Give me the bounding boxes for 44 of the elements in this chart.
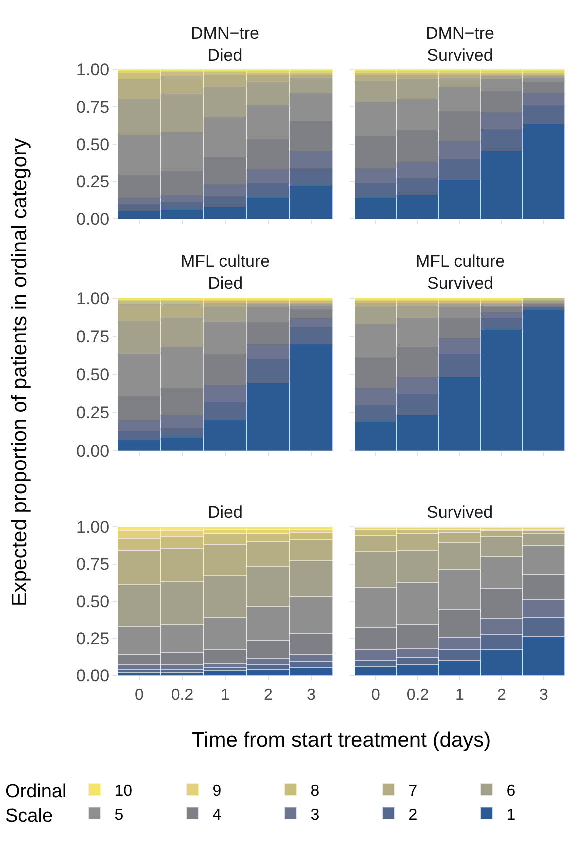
x-tick-label: 0	[135, 686, 144, 704]
y-axis-title: Expected proportion of patients in ordinal category	[8, 138, 32, 607]
legend-label: 9	[212, 782, 222, 800]
legend-label: 5	[114, 806, 124, 824]
x-tick-label: 1	[221, 686, 230, 704]
chart-title: DMN−tre Died	[191, 24, 260, 66]
chart-title: MFL culture Died	[181, 252, 270, 294]
x-tick-label: 0.2	[406, 686, 430, 704]
y-tick-label: 0.75	[76, 327, 110, 346]
x-tick-label: 3	[540, 686, 549, 704]
y-tick-label: 0.50	[76, 135, 110, 154]
chart-title: DMN−tre Survived	[426, 24, 494, 66]
x-tick-label: 0	[372, 686, 381, 704]
legend-label: 2	[408, 806, 418, 824]
y-tick-label: 1.00	[76, 60, 110, 80]
x-axis-title: Time from start treatment (days)	[192, 729, 492, 752]
legend-label: 8	[310, 782, 320, 800]
x-tick-label: 0.2	[171, 686, 194, 704]
legend-label: 1	[506, 806, 516, 824]
x-tick-label: 3	[307, 686, 316, 704]
legend-label: 7	[408, 782, 418, 800]
y-tick-label: 0.75	[76, 555, 110, 574]
y-tick-label: 0.50	[76, 592, 110, 612]
y-tick-label: 0.25	[76, 172, 110, 192]
legend-label: 3	[310, 806, 320, 824]
x-tick-label: 2	[498, 686, 507, 704]
y-tick-label: 0.75	[76, 98, 110, 117]
chart-title: Died	[208, 503, 243, 522]
y-tick-label: 0.50	[76, 366, 110, 385]
y-tick-label: 0.25	[76, 630, 110, 649]
y-tick-label: 1.00	[76, 289, 110, 308]
chart-title: Survived	[427, 503, 494, 522]
y-tick-label: 0.25	[76, 404, 110, 423]
y-tick-label: 0.00	[76, 442, 110, 461]
legend-label: 10	[114, 782, 133, 800]
y-tick-label: 0.00	[76, 666, 110, 686]
y-tick-label: 0.00	[76, 210, 110, 230]
legend-title: Ordinal Scale	[6, 782, 67, 828]
chart-title: MFL culture Survived	[416, 252, 506, 294]
legend-label: 4	[212, 806, 222, 824]
x-tick-label: 2	[264, 686, 274, 704]
x-tick-label: 1	[456, 686, 465, 704]
y-tick-label: 1.00	[76, 518, 110, 538]
legend-label: 6	[506, 782, 516, 800]
